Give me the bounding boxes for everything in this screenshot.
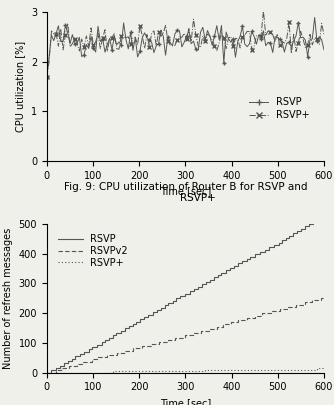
Legend: RSVP, RSVPv2, RSVP+: RSVP, RSVPv2, RSVP+: [54, 230, 132, 272]
X-axis label: Time [sec]: Time [sec]: [160, 186, 211, 196]
Y-axis label: Number of refresh messages: Number of refresh messages: [3, 228, 13, 369]
Legend: RSVP, RSVP+: RSVP, RSVP+: [245, 94, 314, 124]
Y-axis label: CPU utilization [%]: CPU utilization [%]: [15, 41, 25, 132]
Text: Fig. 9: CPU utilization of Router B for RSVP and
        RSVP+: Fig. 9: CPU utilization of Router B for …: [63, 181, 307, 203]
X-axis label: Time [sec]: Time [sec]: [160, 398, 211, 405]
